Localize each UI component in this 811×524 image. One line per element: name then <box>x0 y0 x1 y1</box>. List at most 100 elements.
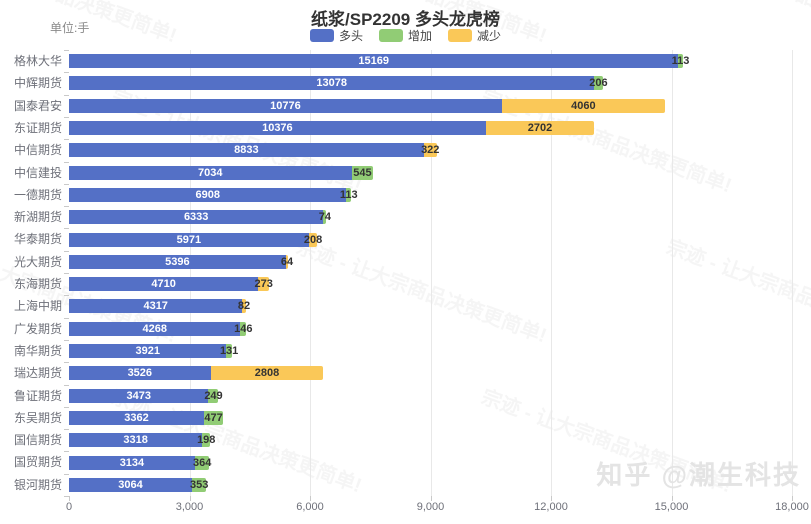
delta-value-label: 113 <box>339 188 358 201</box>
bar-delta-segment[interactable] <box>242 299 246 314</box>
bar-long-segment[interactable] <box>69 388 209 403</box>
bar-delta-segment[interactable] <box>423 143 437 158</box>
y-axis-tick <box>64 139 69 141</box>
bar-delta-segment[interactable] <box>194 455 210 470</box>
bar-delta-segment[interactable] <box>240 321 247 336</box>
bar-row: 3473 249 <box>69 388 792 403</box>
bar-value-label: 3473 <box>126 389 151 402</box>
bar-value-label: 3921 <box>135 345 160 358</box>
bar-delta-segment[interactable] <box>594 76 603 91</box>
x-axis-label: 15,000 <box>654 501 689 513</box>
bar-value-label: 10376 <box>262 122 293 135</box>
bar-long-segment[interactable] <box>69 210 324 225</box>
bar-delta-segment[interactable] <box>351 165 374 180</box>
bar-delta-segment[interactable] <box>258 277 270 292</box>
y-axis-tick <box>64 228 69 230</box>
category-label: 银河期货 <box>13 477 62 492</box>
y-axis-tick <box>64 161 69 163</box>
bar-delta-segment[interactable] <box>202 433 211 448</box>
bar-value-label: 3134 <box>119 456 145 469</box>
y-axis-tick <box>64 50 69 51</box>
bar-value-label: 4268 <box>142 322 167 335</box>
delta-value-label: 131 <box>219 345 239 358</box>
bar-long-segment[interactable] <box>69 232 309 247</box>
chart-title: 纸浆/SP2209 多头龙虎榜 <box>311 10 500 29</box>
legend-marker-icon <box>309 29 334 42</box>
x-axis-tick <box>430 496 432 501</box>
bar-delta-segment[interactable] <box>192 477 207 492</box>
gridline <box>310 50 311 496</box>
bar-delta-segment[interactable] <box>308 232 318 247</box>
x-axis-label: 6,000 <box>296 501 324 513</box>
y-axis-tick <box>64 473 69 475</box>
bar-long-segment[interactable] <box>69 277 259 292</box>
legend-item-1[interactable]: 增加 <box>378 27 432 44</box>
delta-value-label: 545 <box>353 166 372 179</box>
bar-row: 3362 477 <box>69 410 792 425</box>
x-axis-label: 12,000 <box>534 501 568 513</box>
unit-label: 单位:手 <box>50 21 90 35</box>
bar-delta-segment[interactable] <box>285 254 289 269</box>
category-label: 国贸期货 <box>13 455 62 470</box>
x-axis-tick <box>189 496 191 501</box>
bar-delta-segment[interactable] <box>346 187 351 202</box>
y-axis-tick <box>64 273 69 274</box>
bar-delta-segment[interactable] <box>208 388 219 403</box>
legend: 多头 增加 减少 <box>0 27 811 44</box>
bar-row: 10376 2702 <box>69 121 792 136</box>
y-axis-tick <box>64 116 69 118</box>
bar-long-segment[interactable] <box>69 187 347 202</box>
delta-value-label: 206 <box>589 77 608 90</box>
bar-long-segment[interactable] <box>69 54 679 69</box>
y-axis-tick <box>64 183 69 185</box>
bar-long-segment[interactable] <box>69 321 241 336</box>
bar-delta-segment[interactable] <box>501 98 665 113</box>
bar-long-segment[interactable] <box>69 76 595 91</box>
plot-area: 15169 113 13078 206 10776 4060 10376 2702 8833 32… <box>69 50 793 496</box>
x-axis-label: 18,000 <box>775 501 809 513</box>
category-label: 上海中期 <box>13 299 62 314</box>
delta-value-label: 249 <box>204 389 223 402</box>
delta-value-label: 74 <box>318 211 331 224</box>
bar-long-segment[interactable] <box>69 477 193 492</box>
legend-marker-icon <box>448 29 472 42</box>
legend-item-2[interactable]: 减少 <box>448 27 501 44</box>
delta-value-label: 208 <box>303 233 323 246</box>
bar-delta-segment[interactable] <box>226 344 232 359</box>
category-label: 国信期货 <box>13 433 62 448</box>
delta-value-label: 322 <box>421 144 440 157</box>
x-axis-label: 3,000 <box>175 501 204 513</box>
y-axis-tick <box>64 94 69 96</box>
bar-long-segment[interactable] <box>69 143 424 158</box>
bar-long-segment[interactable] <box>69 165 352 180</box>
bar-row: 4710 273 <box>69 277 792 292</box>
bar-value-label: 8833 <box>234 144 259 157</box>
x-axis-tick <box>671 496 673 501</box>
bar-row: 5396 64 <box>69 254 792 269</box>
bar-long-segment[interactable] <box>69 366 211 381</box>
bar-delta-segment[interactable] <box>210 366 324 381</box>
bar-row: 4317 82 <box>69 299 792 314</box>
bar-long-segment[interactable] <box>69 299 243 314</box>
bar-value-label: 5971 <box>176 233 202 246</box>
bar-delta-segment[interactable] <box>204 410 224 425</box>
y-axis-tick <box>64 384 69 386</box>
category-label: 瑞达期货 <box>13 366 62 381</box>
legend-item-0[interactable]: 多头 <box>309 27 363 44</box>
bar-long-segment[interactable] <box>69 121 486 136</box>
bar-value-label: 3362 <box>124 411 149 424</box>
bar-delta-segment[interactable] <box>485 121 595 136</box>
bar-row: 7034 545 <box>69 165 792 180</box>
bar-long-segment[interactable] <box>69 254 286 269</box>
bar-long-segment[interactable] <box>69 410 205 425</box>
bar-delta-segment[interactable] <box>678 54 683 69</box>
y-axis-tick <box>64 339 69 341</box>
bar-long-segment[interactable] <box>69 344 227 359</box>
category-label: 东吴期货 <box>13 410 62 425</box>
bar-long-segment[interactable] <box>69 433 203 448</box>
bar-long-segment[interactable] <box>69 98 502 113</box>
bar-row: 3134 364 <box>69 455 792 470</box>
bar-long-segment[interactable] <box>69 455 195 470</box>
bar-delta-segment[interactable] <box>323 210 327 225</box>
